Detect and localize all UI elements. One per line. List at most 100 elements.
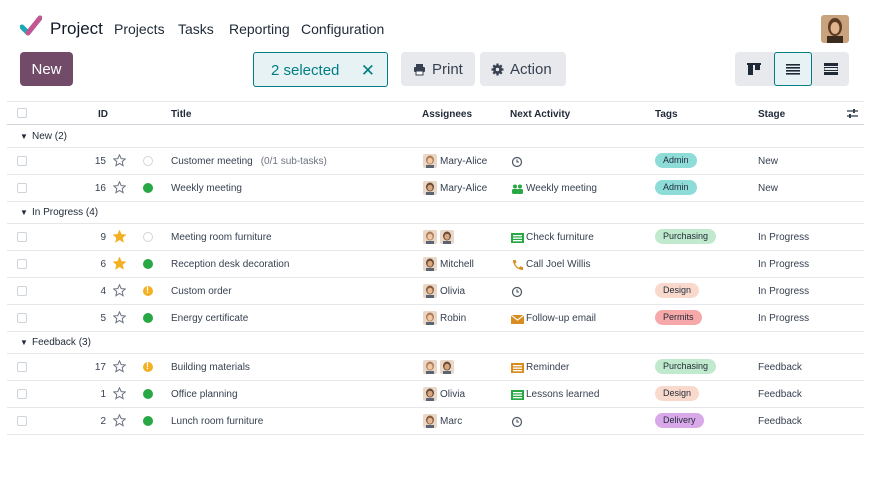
assignee-avatar[interactable] bbox=[423, 181, 437, 195]
next-activity[interactable]: Reminder bbox=[526, 362, 570, 373]
star-icon[interactable] bbox=[112, 153, 127, 167]
column-tags[interactable]: Tags bbox=[655, 109, 678, 120]
action-button[interactable]: Action bbox=[480, 52, 566, 86]
email-icon[interactable] bbox=[510, 312, 525, 324]
row-checkbox[interactable] bbox=[17, 416, 27, 426]
table-row[interactable]: 17 Building materials Reminder Purchasing Fe… bbox=[7, 354, 864, 381]
row-checkbox[interactable] bbox=[17, 259, 27, 269]
assignee-avatar[interactable] bbox=[423, 284, 437, 298]
next-activity[interactable]: Call Joel Willis bbox=[526, 259, 591, 270]
task-title[interactable]: Office planning bbox=[171, 389, 238, 400]
next-activity[interactable]: Check furniture bbox=[526, 232, 594, 243]
people-icon[interactable] bbox=[511, 182, 524, 194]
task-title[interactable]: Custom order bbox=[171, 286, 232, 297]
next-activity[interactable]: Weekly meeting bbox=[526, 183, 597, 194]
table-row[interactable]: 4 Custom order Olivia Design In Progress bbox=[7, 278, 864, 305]
next-activity[interactable]: Follow-up email bbox=[526, 313, 597, 324]
menu-reporting[interactable]: Reporting bbox=[229, 21, 290, 37]
assignee-avatar[interactable] bbox=[423, 387, 437, 401]
table-row[interactable]: 5 Energy certificate Robin Follow-up email P… bbox=[7, 305, 864, 332]
star-icon[interactable] bbox=[112, 180, 127, 194]
menu-configuration[interactable]: Configuration bbox=[301, 21, 385, 37]
row-checkbox[interactable] bbox=[17, 286, 27, 296]
star-filled-icon[interactable] bbox=[112, 256, 127, 270]
group-row[interactable]: ▼ Feedback (3) bbox=[7, 332, 864, 354]
task-title[interactable]: Reception desk decoration bbox=[171, 259, 289, 270]
assignee-avatar[interactable] bbox=[423, 230, 437, 244]
row-checkbox[interactable] bbox=[17, 232, 27, 242]
todo-icon[interactable] bbox=[511, 231, 524, 243]
task-title[interactable]: Lunch room furniture bbox=[171, 416, 263, 427]
table-row[interactable]: 6 Reception desk decoration Mitchell Call J… bbox=[7, 251, 864, 278]
group-row[interactable]: ▼ In Progress (4) bbox=[7, 202, 864, 224]
star-filled-icon[interactable] bbox=[112, 229, 127, 243]
menu-tasks[interactable]: Tasks bbox=[178, 21, 214, 37]
status-indicator[interactable] bbox=[143, 232, 153, 242]
list-view-button[interactable] bbox=[774, 52, 812, 86]
table-row[interactable]: 2 Lunch room furniture Marc Delivery Feedbac… bbox=[7, 408, 864, 435]
status-indicator[interactable] bbox=[143, 361, 153, 372]
assignee-avatar[interactable] bbox=[423, 414, 437, 428]
reminder-icon[interactable] bbox=[511, 361, 524, 373]
select-all-checkbox[interactable] bbox=[17, 108, 27, 118]
task-title[interactable]: Customer meeting (0/1 sub-tasks) bbox=[171, 156, 327, 167]
assignee-avatar[interactable] bbox=[423, 360, 437, 374]
project-logo-icon[interactable] bbox=[20, 15, 42, 37]
column-assignees[interactable]: Assignees bbox=[422, 109, 473, 120]
table-row[interactable]: 16 Weekly meeting Mary-Alice Weekly meeting… bbox=[7, 175, 864, 202]
task-title[interactable]: Meeting room furniture bbox=[171, 232, 272, 243]
activity-view-button[interactable] bbox=[812, 52, 850, 86]
clear-selection-icon[interactable]: ✕ bbox=[360, 61, 375, 80]
table-row[interactable]: 9 Meeting room furniture Check furniture Pu… bbox=[7, 224, 864, 251]
status-indicator[interactable] bbox=[143, 416, 153, 426]
kanban-view-button[interactable] bbox=[735, 52, 773, 86]
column-title[interactable]: Title bbox=[171, 109, 192, 120]
caret-down-icon[interactable]: ▼ bbox=[20, 132, 28, 141]
row-checkbox[interactable] bbox=[17, 362, 27, 372]
task-title[interactable]: Weekly meeting bbox=[171, 183, 242, 194]
table-row[interactable]: 1 Office planning Olivia Lessons learned Des… bbox=[7, 381, 864, 408]
next-activity[interactable]: Lessons learned bbox=[526, 389, 600, 400]
clock-icon[interactable] bbox=[511, 415, 524, 428]
clock-icon[interactable] bbox=[511, 155, 524, 168]
caret-down-icon[interactable]: ▼ bbox=[20, 208, 28, 217]
status-indicator[interactable] bbox=[143, 259, 153, 269]
star-icon[interactable] bbox=[112, 413, 127, 427]
status-indicator[interactable] bbox=[143, 389, 153, 399]
status-indicator[interactable] bbox=[143, 156, 153, 166]
row-checkbox[interactable] bbox=[17, 313, 27, 323]
assignee-avatar[interactable] bbox=[440, 360, 454, 374]
row-checkbox[interactable] bbox=[17, 389, 27, 399]
column-stage[interactable]: Stage bbox=[758, 109, 786, 120]
star-icon[interactable] bbox=[112, 283, 127, 297]
group-row[interactable]: ▼ New (2) bbox=[7, 126, 864, 148]
caret-down-icon[interactable]: ▼ bbox=[20, 338, 28, 347]
app-name[interactable]: Project bbox=[50, 19, 103, 38]
row-checkbox[interactable] bbox=[17, 156, 27, 166]
assignee-avatar[interactable] bbox=[423, 311, 437, 325]
assignee-avatar[interactable] bbox=[423, 154, 437, 168]
status-indicator[interactable] bbox=[143, 313, 153, 323]
phone-icon[interactable] bbox=[511, 258, 524, 270]
star-icon[interactable] bbox=[112, 359, 127, 373]
optional-columns-icon[interactable] bbox=[847, 108, 858, 119]
todo-icon[interactable] bbox=[511, 388, 524, 400]
assignee-avatar[interactable] bbox=[423, 257, 437, 271]
star-icon[interactable] bbox=[112, 310, 127, 324]
table-row[interactable]: 15 Customer meeting (0/1 sub-tasks) Mary-Al… bbox=[7, 148, 864, 175]
status-indicator[interactable] bbox=[143, 285, 153, 296]
new-button[interactable]: New bbox=[20, 52, 73, 86]
clock-icon[interactable] bbox=[511, 285, 524, 298]
row-checkbox[interactable] bbox=[17, 183, 27, 193]
task-title-text: Weekly meeting bbox=[171, 183, 242, 194]
user-avatar[interactable] bbox=[821, 15, 849, 43]
task-title[interactable]: Building materials bbox=[171, 362, 250, 373]
assignee-avatar[interactable] bbox=[440, 230, 454, 244]
column-next-activity[interactable]: Next Activity bbox=[510, 109, 571, 120]
star-icon[interactable] bbox=[112, 386, 127, 400]
print-button[interactable]: Print bbox=[401, 52, 475, 86]
menu-projects[interactable]: Projects bbox=[114, 21, 165, 37]
task-title[interactable]: Energy certificate bbox=[171, 313, 248, 324]
column-id[interactable]: ID bbox=[98, 109, 108, 120]
status-indicator[interactable] bbox=[143, 183, 153, 193]
